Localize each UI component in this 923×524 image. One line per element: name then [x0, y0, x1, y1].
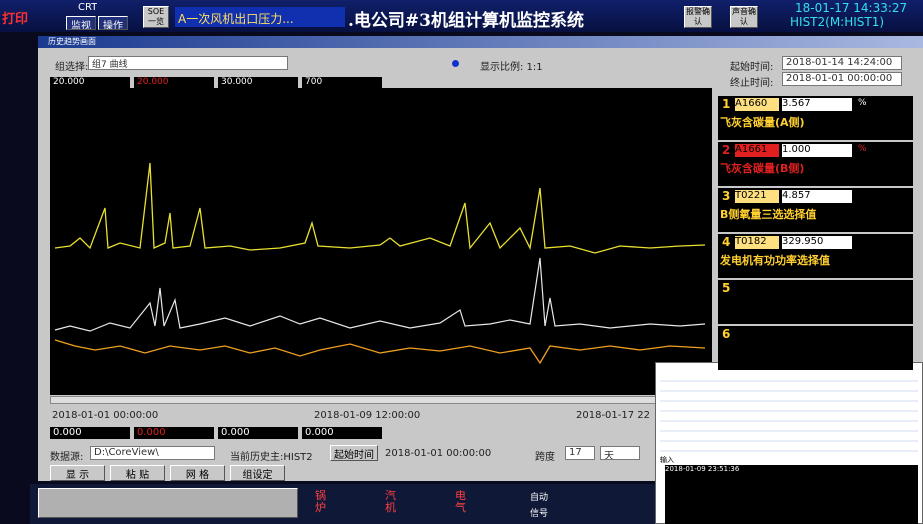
- point-desc: 发电机有功功率选择值: [720, 252, 830, 268]
- point-unit: %: [858, 98, 867, 108]
- monitor-button[interactable]: 监视: [66, 16, 96, 30]
- span-value[interactable]: 17: [565, 446, 595, 460]
- group-select[interactable]: 组7 曲线: [88, 56, 288, 70]
- scale-min: 0.000: [134, 427, 214, 439]
- scale-min: 0.000: [218, 427, 298, 439]
- dot: [452, 60, 459, 67]
- point-tag: A1661: [735, 144, 779, 157]
- scale-max: 30.000: [218, 77, 298, 88]
- end-value: 2018-01-01 00:00:00: [782, 72, 902, 86]
- server: HIST2(M:HIST1): [790, 15, 884, 29]
- auto[interactable]: 自动: [530, 490, 548, 503]
- scale-max: 20.000: [50, 77, 130, 88]
- ratio: 显示比例: 1:1: [480, 58, 543, 73]
- scale-max: 700: [302, 77, 382, 88]
- button[interactable]: 粘 贴: [110, 465, 165, 481]
- boiler[interactable]: 锅炉: [315, 490, 327, 514]
- button[interactable]: 显 示: [50, 465, 105, 481]
- point-desc: 飞灰含碳量(A侧): [720, 114, 805, 130]
- ack-alarm-button[interactable]: 报警确认: [684, 6, 712, 28]
- window-title: 历史趋势画面: [38, 36, 923, 48]
- button[interactable]: 组设定: [230, 465, 285, 481]
- point-value: 4.857: [782, 190, 852, 203]
- print-button[interactable]: 打印: [2, 8, 28, 27]
- point-value: 329.950: [782, 236, 852, 249]
- point-unit: %: [858, 144, 867, 154]
- begin-value: 2018-01-01 00:00:00: [385, 448, 491, 459]
- scrollbar[interactable]: [50, 396, 712, 404]
- source-value[interactable]: D:\CoreView\: [90, 446, 215, 460]
- signal[interactable]: 信号: [530, 506, 548, 519]
- point-value: 3.567: [782, 98, 852, 111]
- ack-sound-button[interactable]: 声音确认: [730, 6, 758, 28]
- trend-area: [50, 88, 712, 395]
- panel: [718, 280, 913, 324]
- point-value: 1.000: [782, 144, 852, 157]
- panel: [718, 326, 913, 370]
- icon-buttons[interactable]: [38, 488, 298, 518]
- hist-label: 当前历史主:HIST2: [230, 448, 313, 463]
- point-no: 5: [722, 281, 730, 295]
- overlay-input: 输入: [660, 455, 674, 465]
- system-title: .电公司#3机组计算机监控系统: [348, 6, 584, 31]
- span-label: 跨度: [535, 448, 555, 463]
- alarm-text: A一次风机出口压力...: [175, 7, 345, 27]
- electric[interactable]: 电气: [455, 490, 467, 514]
- scale-min: 0.000: [302, 427, 382, 439]
- time-label: 2018-01-17 22: [576, 410, 650, 421]
- point-no: 6: [722, 327, 730, 341]
- overlay-table: [660, 372, 918, 452]
- point-no: 2: [722, 143, 730, 157]
- scale-min: 0.000: [50, 427, 130, 439]
- point-desc: 飞灰含碳量(B侧): [720, 160, 804, 176]
- point-no: 3: [722, 189, 730, 203]
- span-unit[interactable]: 天: [600, 446, 640, 460]
- point-tag: T0221: [735, 190, 779, 203]
- screen: {"topbar":{"print":"打印","crt":"CRT","mon…: [0, 0, 923, 524]
- crt-label: CRT: [78, 2, 97, 13]
- point-tag: A1660: [735, 98, 779, 111]
- scale-max: 20.000: [134, 77, 214, 88]
- group-label: 组选择:: [55, 58, 88, 73]
- time-label: 2018-01-01 00:00:00: [52, 410, 158, 421]
- point-no: 4: [722, 235, 730, 249]
- point-tag: T0182: [735, 236, 779, 249]
- datetime: 18-01-17 14:33:27: [795, 1, 907, 15]
- start-label: 起始时间:: [730, 58, 773, 73]
- soe-button[interactable]: SOE一览: [143, 6, 169, 28]
- point-desc: B侧氧量三选选择值: [720, 206, 816, 222]
- begin-button[interactable]: 起始时间: [330, 445, 378, 461]
- operate-button[interactable]: 操作: [98, 16, 128, 30]
- point-no: 1: [722, 97, 730, 111]
- time-label: 2018-01-09 12:00:00: [314, 410, 420, 421]
- button[interactable]: 网 格: [170, 465, 225, 481]
- start-value: 2018-01-14 14:24:00: [782, 56, 902, 70]
- turbine[interactable]: 汽机: [385, 490, 397, 514]
- source-label: 数据源:: [50, 448, 83, 463]
- end-label: 终止时间:: [730, 74, 773, 89]
- overlay-time: 2018-01-09 23:51:36: [665, 465, 918, 524]
